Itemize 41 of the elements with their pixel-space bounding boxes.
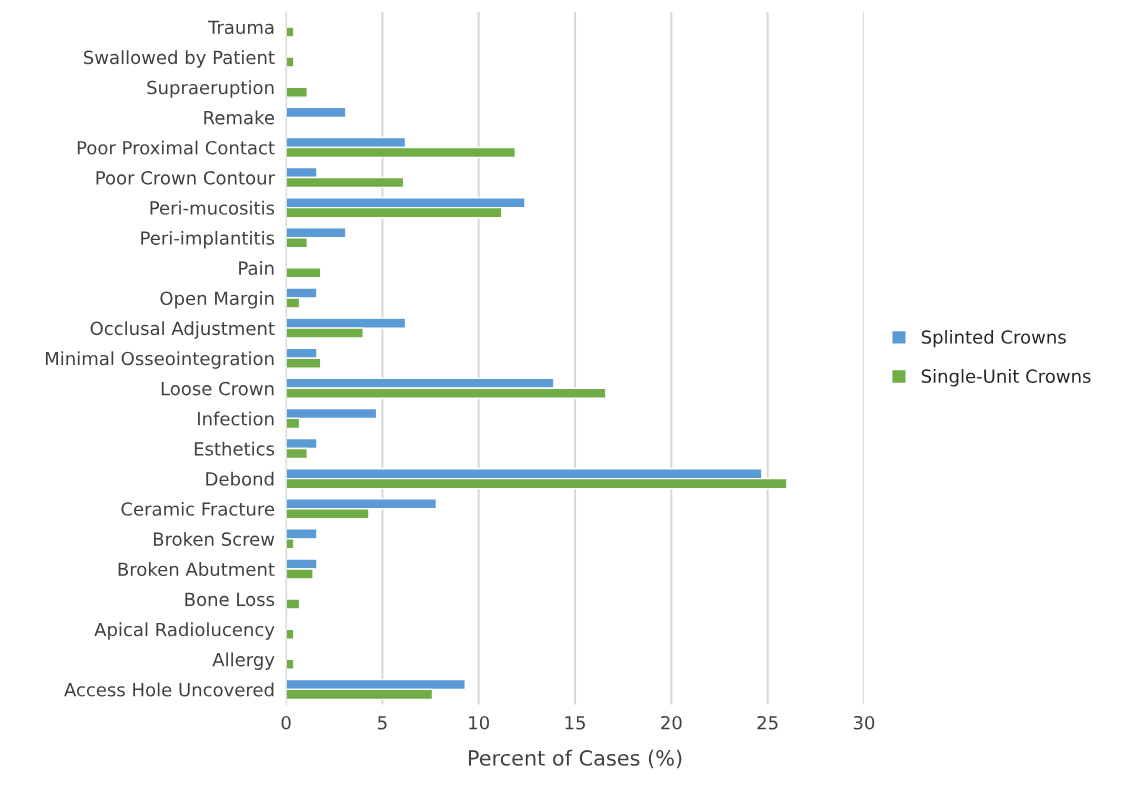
y-tick-label: Swallowed by Patient	[83, 50, 275, 68]
bar	[286, 267, 322, 279]
x-tick-label: 15	[565, 716, 585, 730]
y-tick-label: Bone Loss	[185, 592, 275, 607]
bar	[286, 658, 295, 670]
y-tick-label: Occlusal Adjustment	[90, 321, 275, 339]
y-tick-label: Ceramic Fracture	[121, 501, 275, 516]
y-tick-label: Peri-implantitis	[141, 230, 275, 249]
y-tick-label: Loose Crown	[161, 381, 274, 396]
y-tick-label: Poor Crown Contour	[96, 171, 275, 185]
bar	[286, 86, 308, 98]
y-tick-label: Esthetics	[194, 441, 275, 456]
x-tick-label: 30	[853, 715, 875, 730]
y-tick-label: Allergy	[212, 652, 275, 670]
x-tick-label: 20	[661, 715, 682, 730]
y-tick-label: Minimal Osseointegration	[45, 351, 274, 369]
y-tick-label: Access Hole Uncovered	[64, 682, 274, 697]
x-axis-title: Percent of Cases (%)	[468, 749, 682, 769]
y-tick-label: Pain	[239, 261, 274, 275]
y-tick-label: Remake	[204, 110, 275, 125]
bar	[286, 106, 347, 119]
bar	[286, 628, 295, 640]
bar	[286, 598, 301, 610]
y-tick-label: Debond	[206, 471, 274, 486]
legend-label: Splinted Crowns	[921, 329, 1066, 348]
y-tick-label: Broken Abutment	[118, 562, 275, 577]
y-tick-label: Supraeruption	[147, 80, 274, 98]
x-tick-label: 10	[469, 715, 490, 730]
y-tick-label: Open Margin	[160, 291, 274, 309]
bar	[286, 56, 295, 68]
x-tick-label: 25	[757, 715, 778, 730]
x-tick-label: 5	[378, 716, 387, 730]
bar	[286, 26, 295, 38]
y-tick-label: Poor Proximal Contact	[77, 140, 275, 155]
y-tick-label: Infection	[198, 411, 274, 426]
x-tick-label: 0	[281, 715, 291, 730]
legend-label: Single-Unit Crowns	[921, 369, 1091, 387]
y-tick-label: Peri-mucositis	[150, 200, 275, 215]
y-tick-label: Apical Radiolucency	[94, 622, 275, 640]
y-tick-label: Broken Screw	[153, 532, 275, 546]
y-tick-label: Trauma	[208, 20, 274, 35]
